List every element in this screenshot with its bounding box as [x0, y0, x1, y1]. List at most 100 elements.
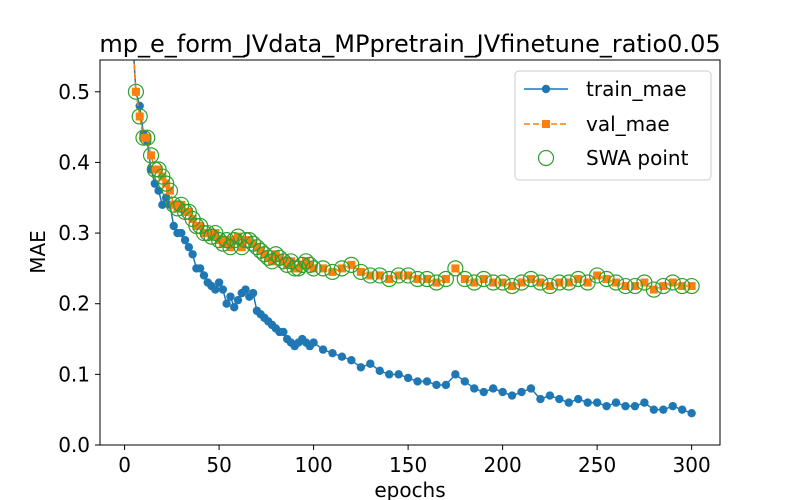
swa-point: [617, 277, 634, 295]
x-tick-label: 100: [295, 453, 333, 477]
train-mae-point: [177, 228, 186, 238]
legend-val-marker: [542, 120, 550, 128]
swa-point: [305, 260, 322, 277]
val-mae-point: [479, 274, 488, 283]
train-mae-point: [279, 327, 288, 337]
plot-area: [127, 60, 700, 418]
train-mae-point: [583, 398, 592, 407]
swa-point: [131, 108, 148, 125]
train-mae-point: [230, 303, 239, 312]
val-mae-point: [470, 278, 479, 287]
train-mae-point: [188, 250, 197, 259]
train-mae-point: [184, 243, 194, 252]
val-mae-point: [366, 271, 375, 280]
swa-point: [664, 274, 681, 291]
axes-frame: [99, 59, 721, 446]
swa-point: [333, 260, 351, 277]
train-mae-point: [233, 295, 243, 305]
swa-point: [541, 277, 558, 295]
train-mae-point: [199, 271, 209, 280]
swa-point: [390, 267, 407, 284]
train-mae-point: [385, 370, 394, 379]
train-mae-point: [677, 405, 687, 414]
train-mae-point: [441, 380, 451, 390]
train-mae-point: [154, 186, 163, 195]
train-mae-point: [432, 380, 441, 390]
swa-point: [324, 263, 341, 281]
train-mae-point: [668, 401, 677, 411]
val-mae-point: [404, 271, 413, 280]
val-mae-point: [536, 278, 545, 287]
train-mae-point: [318, 345, 328, 354]
legend-train-marker: [541, 84, 551, 94]
y-tick-label: 0.2: [58, 292, 90, 316]
val-mae-point: [375, 271, 384, 280]
train-mae-point: [564, 398, 573, 407]
legend-label: val_mae: [586, 112, 670, 136]
train-mae-point: [507, 391, 517, 400]
val-mae-point: [555, 278, 564, 287]
train-mae-point: [592, 398, 602, 407]
y-tick-label: 0.1: [58, 362, 90, 386]
val-mae-point: [668, 278, 677, 287]
val-mae-point: [564, 278, 573, 287]
legend-label: train_mae: [586, 77, 687, 101]
train-mae-point: [309, 338, 318, 347]
swa-point: [513, 274, 530, 291]
train-mae-point: [630, 401, 640, 411]
train-mae-point: [211, 285, 220, 294]
val-mae-point: [441, 274, 450, 283]
x-tick-label: 150: [389, 453, 427, 477]
train-mae-point: [214, 278, 224, 287]
train-mae-point: [555, 394, 564, 404]
x-tick-label: 200: [484, 453, 522, 477]
train-mae-point: [498, 387, 507, 397]
x-tick-label: 50: [206, 453, 231, 477]
val-mae-point: [385, 274, 394, 283]
swa-point: [260, 249, 277, 266]
swa-point: [400, 267, 417, 284]
val-mae-point: [356, 267, 365, 276]
train-mae-point: [180, 235, 190, 245]
swa-point: [503, 277, 521, 295]
train-mae-point: [526, 384, 536, 393]
swa-point: [560, 274, 577, 291]
train-mae-point: [222, 299, 231, 308]
val-mae-point: [432, 278, 441, 287]
swa-point: [456, 270, 473, 288]
val-mae-point: [347, 260, 356, 269]
val-mae-point: [621, 282, 630, 291]
train-mae-point: [169, 221, 178, 231]
x-tick-label: 300: [673, 453, 711, 477]
val-mae-point: [489, 278, 498, 287]
swa-point: [645, 281, 662, 298]
legend-swa-marker: [537, 149, 555, 167]
y-axis-label: MAE: [26, 230, 50, 274]
train-mae-point: [640, 398, 649, 407]
val-mae-point: [649, 285, 658, 294]
train-mae-point: [602, 401, 611, 411]
swa-point: [551, 274, 568, 291]
val-mae-point: [640, 278, 649, 287]
swa-point: [409, 270, 426, 288]
val-mae-point: [319, 264, 328, 273]
swa-point: [362, 267, 379, 284]
train-mae-point: [611, 398, 621, 407]
swa-point: [607, 274, 625, 291]
train-mae-point: [517, 387, 526, 397]
val-mae-point: [498, 278, 507, 287]
swa-point: [570, 270, 587, 288]
swa-point: [352, 263, 369, 281]
swa-point: [229, 228, 247, 245]
val-mae-point: [131, 87, 140, 96]
swa-point: [381, 270, 398, 288]
swa-point: [195, 224, 213, 242]
val-mae-point: [583, 278, 592, 287]
train-mae-point: [649, 405, 659, 414]
swa-point: [169, 200, 186, 217]
val-mae-point: [602, 274, 611, 283]
val-mae-point: [423, 274, 432, 283]
y-tick-label: 0.4: [58, 150, 90, 174]
train-mae-point: [158, 200, 167, 210]
